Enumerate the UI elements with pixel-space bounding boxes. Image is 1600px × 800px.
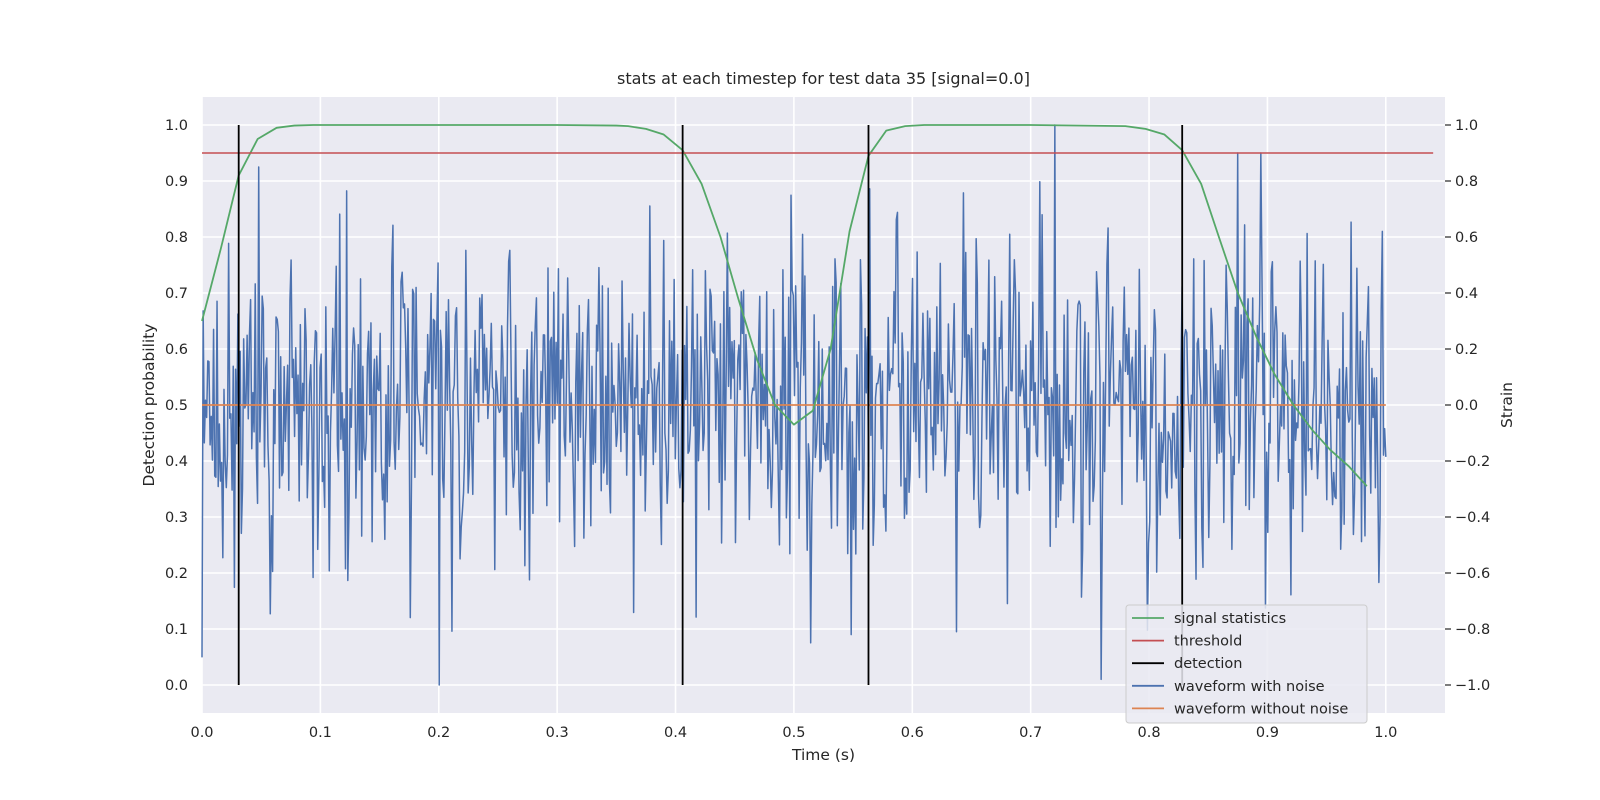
axes: 0.0 0.1 0.2 0.3 0.4 0.5 0.6 0.7 0.8 0.9 1.0 0.0 0.1 0…: [165, 118, 1490, 741]
y-tick-label-left: 0.6: [165, 342, 188, 358]
y-tick-label-right: 0.4: [1455, 286, 1478, 302]
y-tick-label-left: 0.1: [165, 622, 188, 638]
y-tick-label-left: 0.4: [165, 454, 188, 470]
waveform-with-noise-line: [201, 124, 1387, 686]
x-tick-label: 1.0: [1374, 725, 1397, 741]
legend-label: threshold: [1174, 634, 1242, 650]
legend: signal statistics threshold detection wavef…: [1125, 604, 1368, 724]
x-tick-label: 0.2: [427, 725, 450, 741]
x-tick-label: 0.3: [546, 725, 569, 741]
legend-label: waveform with noise: [1174, 679, 1325, 695]
y-tick-label-right: 0.6: [1455, 230, 1478, 246]
legend-label: signal statistics: [1174, 611, 1286, 627]
y-tick-label-left: 0.3: [165, 510, 188, 526]
x-tick-label: 0.9: [1256, 725, 1279, 741]
legend-label: waveform without noise: [1174, 701, 1348, 717]
legend-label: detection: [1174, 656, 1242, 672]
y-tick-label-right: 0.0: [1455, 398, 1478, 414]
signal-statistics-line: [201, 124, 1368, 487]
y-tick-label-right: 0.2: [1455, 342, 1478, 358]
y-tick-label-left: 1.0: [165, 118, 188, 134]
y-tick-label-right: −0.4: [1455, 510, 1490, 526]
x-tick-label: 0.6: [901, 725, 924, 741]
y-axis-label-right: Strain: [1498, 382, 1516, 428]
y-tick-label-right: 0.8: [1455, 174, 1478, 190]
y-tick-label-right: −0.8: [1455, 622, 1490, 638]
chart-title: stats at each timestep for test data 35 …: [617, 69, 1030, 88]
y-tick-label-right: −0.2: [1455, 454, 1490, 470]
y-tick-label-left: 0.2: [165, 566, 188, 582]
y-tick-label-left: 0.9: [165, 174, 188, 190]
x-tick-label: 0.7: [1019, 725, 1042, 741]
y-tick-label-right: 1.0: [1455, 118, 1478, 134]
x-axis-label: Time (s): [791, 746, 855, 764]
x-tick-label: 0.5: [782, 725, 805, 741]
y-tick-label-right: −1.0: [1455, 678, 1490, 694]
y-tick-label-right: −0.6: [1455, 566, 1490, 582]
y-tick-label-left: 0.8: [165, 230, 188, 246]
series-layer: [201, 124, 1434, 686]
y-tick-label-left: 0.0: [165, 678, 188, 694]
x-tick-label: 0.8: [1138, 725, 1161, 741]
y-axis-label-left: Detection probability: [140, 324, 158, 487]
legend-box: [1125, 604, 1368, 724]
x-tick-label: 0.0: [190, 725, 213, 741]
x-tick-label: 0.4: [664, 725, 687, 741]
x-tick-label: 0.1: [309, 725, 332, 741]
y-tick-label-left: 0.5: [165, 398, 188, 414]
y-tick-label-left: 0.7: [165, 286, 188, 302]
